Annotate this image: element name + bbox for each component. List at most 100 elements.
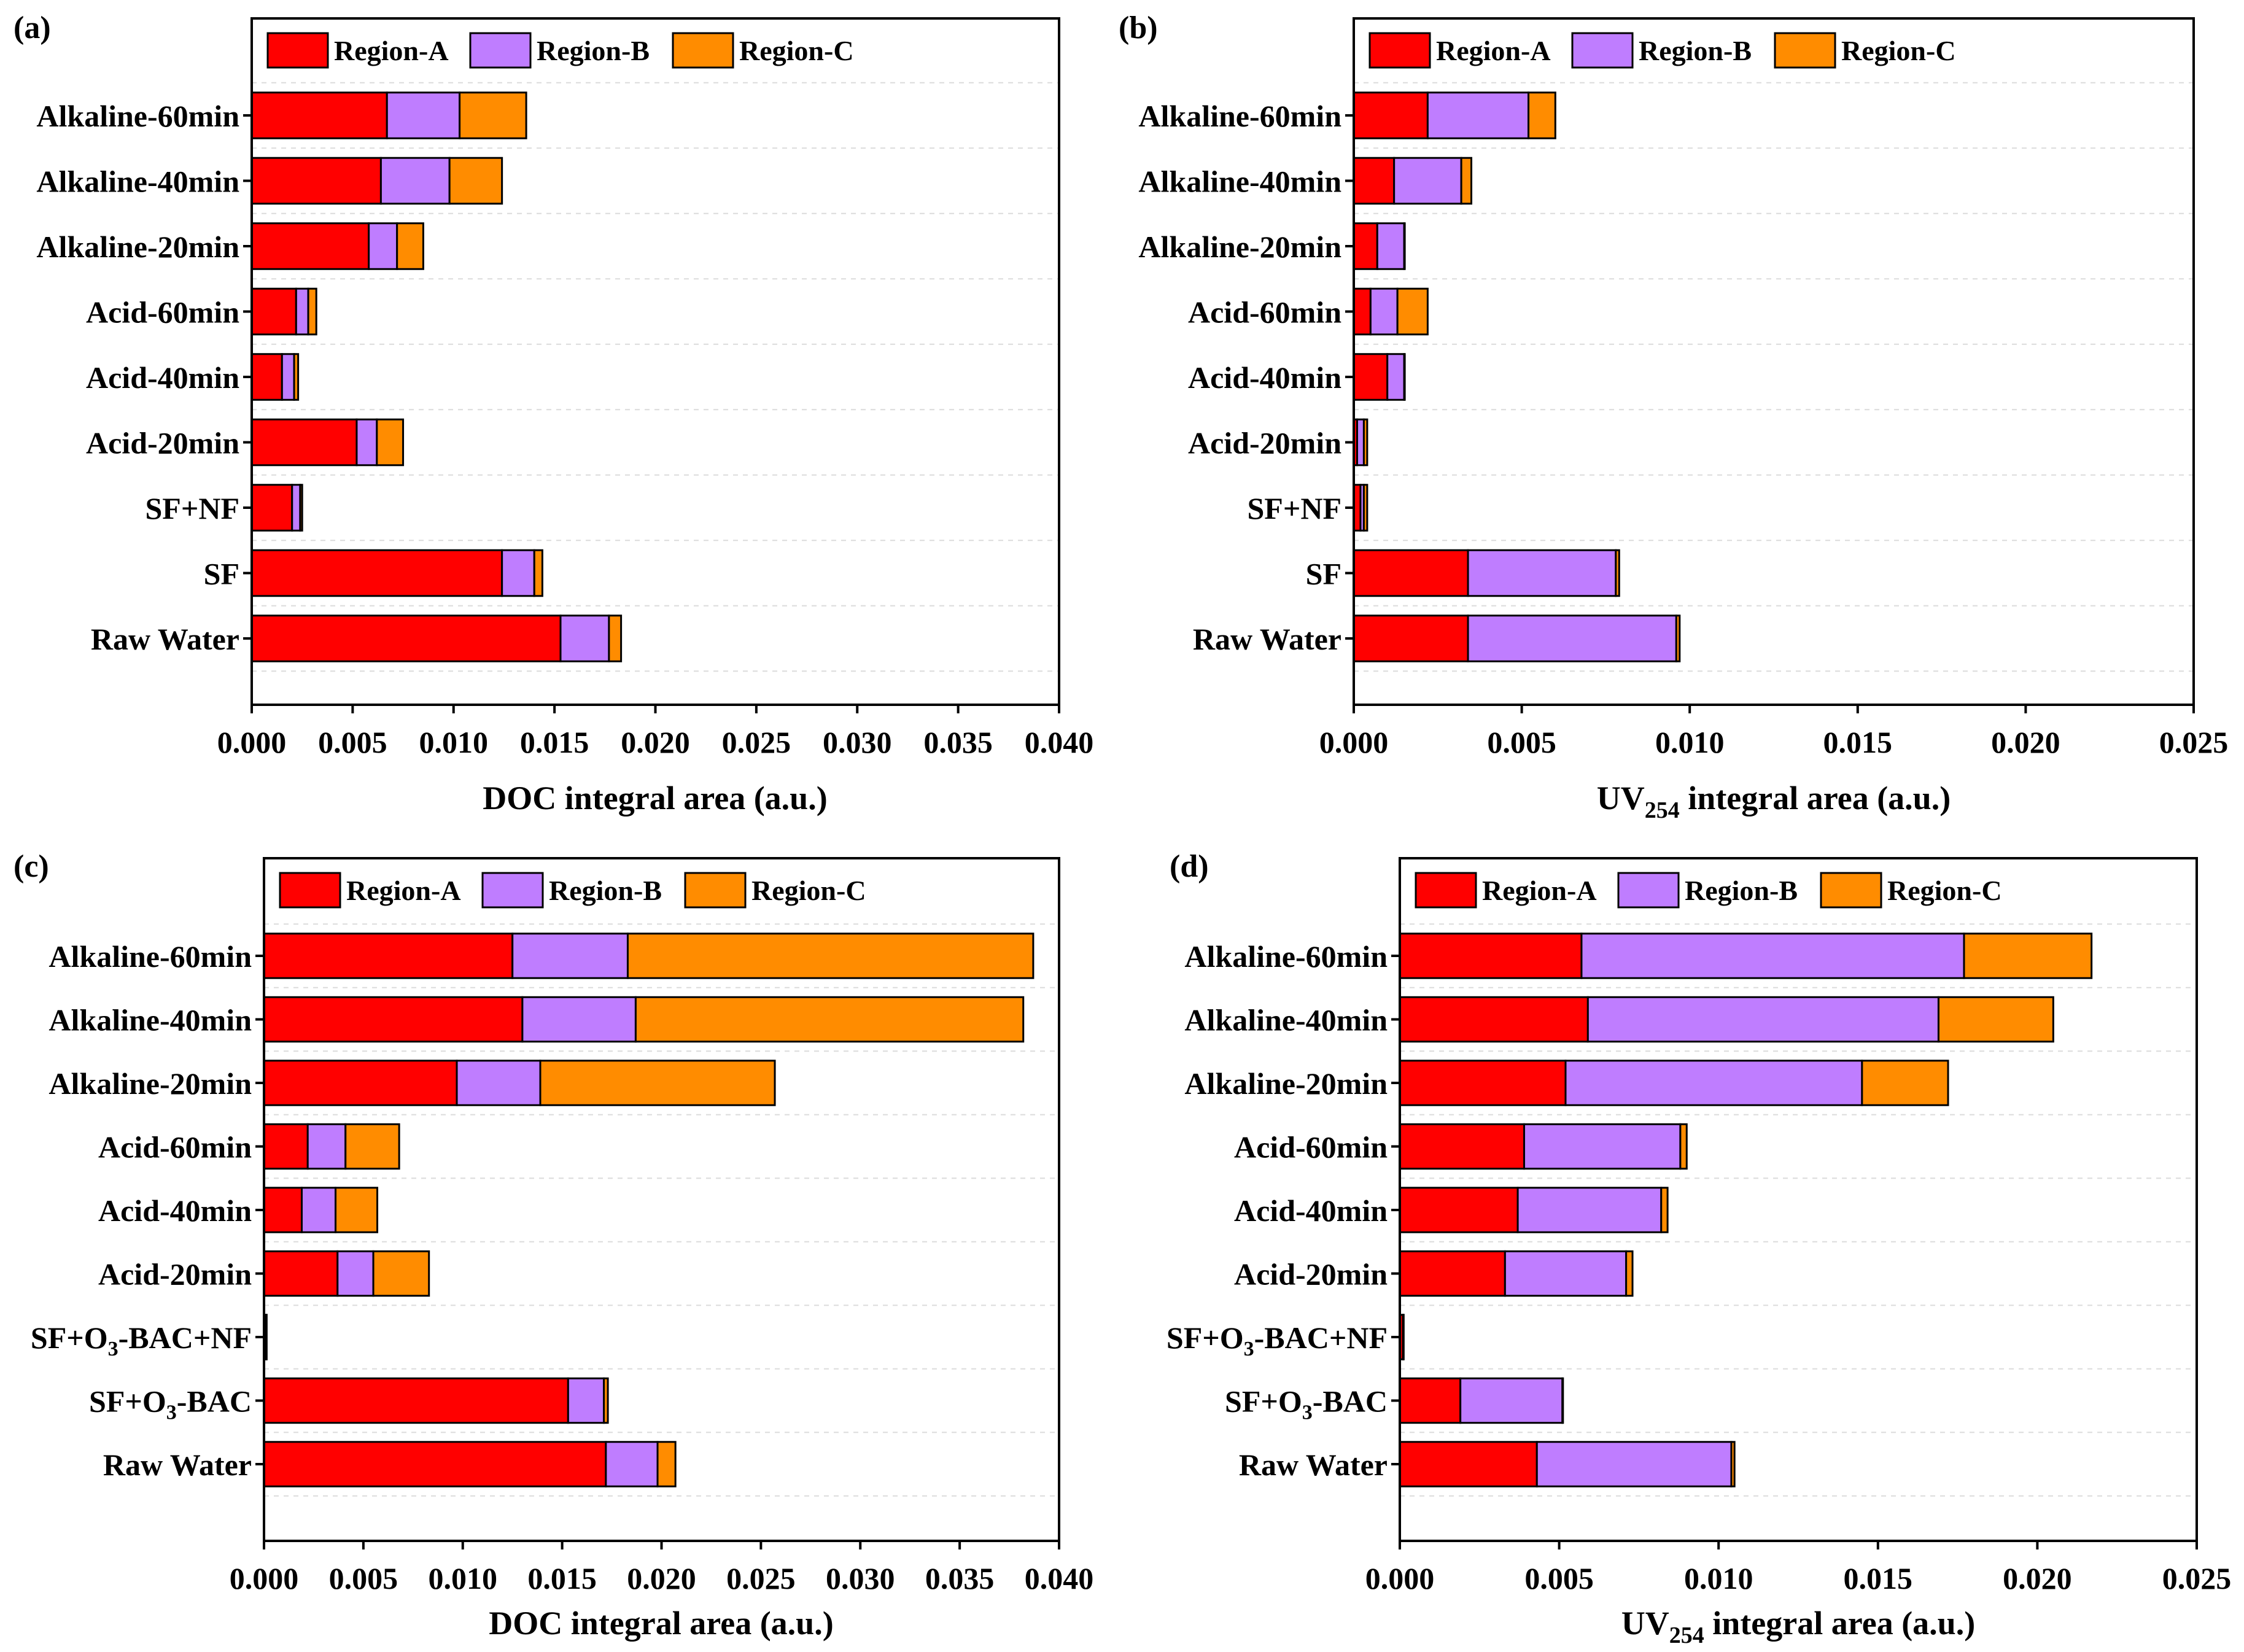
bar-region-b-alkaline-20min xyxy=(368,222,398,270)
legend-swatch-region-c xyxy=(684,872,747,909)
category-label: Alkaline-40min xyxy=(49,1003,252,1037)
legend-label-region-b: Region-B xyxy=(537,35,650,66)
x-tick-label: 0.015 xyxy=(1823,725,1893,759)
bar-region-b-acid-20min xyxy=(336,1250,375,1297)
bar-region-a-acid-60min xyxy=(263,1123,309,1170)
bar-region-c-acid-60min xyxy=(1396,287,1429,336)
x-tick-label: 0.010 xyxy=(419,725,489,759)
x-tick-label: 0.040 xyxy=(1025,725,1094,759)
panel-label: (d) xyxy=(1170,849,1209,884)
bar-region-a-alkaline-40min xyxy=(250,157,382,205)
bar-region-b-acid-60min xyxy=(1369,287,1399,336)
bar-region-b-acid-40min xyxy=(281,353,295,401)
legend: Region-A Region-B Region-C xyxy=(266,32,854,69)
bar-region-a-acid-40min xyxy=(1353,353,1389,401)
bar-region-b-sf xyxy=(1467,549,1617,597)
plot-frame xyxy=(1353,17,2195,706)
category-label: SF xyxy=(1306,557,1341,591)
legend-label-region-a: Region-A xyxy=(1436,35,1551,66)
bar-region-b-alkaline-40min xyxy=(379,157,451,205)
bar-region-a-acid-60min xyxy=(1353,287,1372,336)
legend-swatch-region-a xyxy=(1415,872,1477,909)
bar-region-c-raw-water xyxy=(608,615,623,662)
bar-region-a-acid-20min xyxy=(250,418,358,467)
bar-region-c-acid-20min xyxy=(1625,1250,1634,1297)
x-tick-label: 0.020 xyxy=(1991,725,2060,759)
bar-region-b-sf-nf xyxy=(291,484,301,532)
legend-label-region-a: Region-A xyxy=(1482,875,1597,906)
category-label: Acid-60min xyxy=(98,1130,252,1165)
panel-d: Raw Water SF+O3-BAC SF+O3-BAC+NF Acid-20min… xyxy=(1167,849,2231,1648)
legend-label-region-c: Region-C xyxy=(739,35,854,66)
category-label: SF+NF xyxy=(146,491,240,525)
bar-region-c-alkaline-60min xyxy=(459,91,527,139)
bar-region-a-alkaline-60min xyxy=(250,91,388,139)
bar-region-c-sf-o-bac xyxy=(603,1377,609,1424)
category-label: Acid-60min xyxy=(86,295,239,330)
category-label: Acid-40min xyxy=(1234,1193,1388,1228)
bar-region-b-acid-60min xyxy=(1523,1123,1682,1170)
category-label: Acid-40min xyxy=(98,1193,252,1228)
category-label: Alkaline-20min xyxy=(36,230,239,264)
legend: Region-A Region-B Region-C xyxy=(1415,872,2002,909)
bar-region-b-alkaline-40min xyxy=(1393,157,1462,205)
x-tick-label: 0.010 xyxy=(429,1561,498,1596)
x-axis-label: UV254 integral area (a.u.) xyxy=(1621,1605,1975,1648)
bar-region-a-alkaline-40min xyxy=(1353,157,1396,205)
x-tick-label: 0.035 xyxy=(925,1561,995,1596)
x-tick-label: 0.000 xyxy=(1319,725,1389,759)
x-tick-label: 0.015 xyxy=(520,725,589,759)
x-tick-label: 0.000 xyxy=(230,1561,299,1596)
legend-swatch-region-a xyxy=(1369,32,1431,69)
category-label: Alkaline-20min xyxy=(1138,230,1341,264)
category-label: Raw Water xyxy=(91,622,239,656)
category-label: SF+O3-BAC xyxy=(1225,1384,1388,1424)
bar-region-c-acid-20min xyxy=(372,1250,430,1297)
category-label: Acid-40min xyxy=(86,360,239,395)
category-label: Alkaline-60min xyxy=(1184,939,1388,974)
x-tick-label: 0.035 xyxy=(923,725,993,759)
legend-label-region-c: Region-C xyxy=(1887,875,2002,906)
category-label: Alkaline-60min xyxy=(1138,99,1341,133)
x-tick-label: 0.025 xyxy=(2159,725,2229,759)
bar-region-c-sf xyxy=(533,549,543,597)
legend-swatch-region-c xyxy=(1774,32,1836,69)
bar-region-a-acid-40min xyxy=(250,353,283,401)
bar-region-b-raw-water xyxy=(559,615,610,662)
bar-region-a-acid-60min xyxy=(1399,1123,1525,1170)
panel-label: (c) xyxy=(14,849,49,884)
bar-region-b-alkaline-40min xyxy=(521,996,637,1043)
bar-region-c-acid-60min xyxy=(344,1123,400,1170)
bar-region-a-acid-40min xyxy=(263,1187,303,1233)
bar-region-c-acid-40min xyxy=(1403,353,1406,401)
bar-region-a-alkaline-20min xyxy=(263,1060,458,1106)
category-label: Alkaline-60min xyxy=(36,99,239,133)
bar-region-a-acid-60min xyxy=(250,287,297,336)
x-tick-label: 0.020 xyxy=(2003,1561,2072,1596)
category-label: Alkaline-20min xyxy=(1184,1066,1388,1101)
category-label: Acid-20min xyxy=(86,426,239,460)
x-axis-label: DOC integral area (a.u.) xyxy=(483,780,827,816)
category-label: Raw Water xyxy=(1239,1448,1388,1482)
x-tick-label: 0.020 xyxy=(621,725,690,759)
x-axis-label: UV254 integral area (a.u.) xyxy=(1597,780,1951,823)
legend-swatch-region-b xyxy=(1571,32,1634,69)
bar-region-b-sf xyxy=(501,549,535,597)
category-label: Acid-20min xyxy=(1188,426,1341,460)
legend-swatch-region-c xyxy=(1820,872,1882,909)
x-tick-label: 0.015 xyxy=(527,1561,597,1596)
bar-region-c-acid-40min xyxy=(1660,1187,1669,1233)
category-label: Acid-20min xyxy=(1234,1257,1388,1292)
x-tick-label: 0.005 xyxy=(1487,725,1556,759)
bar-region-a-sf xyxy=(1353,549,1469,597)
bar-region-c-alkaline-60min xyxy=(1528,91,1556,139)
bar-region-a-alkaline-40min xyxy=(263,996,524,1043)
bar-region-c-acid-40min xyxy=(293,353,300,401)
x-tick-label: 0.005 xyxy=(318,725,387,759)
bar-region-c-sf-nf xyxy=(1362,484,1369,532)
legend-label-region-a: Region-A xyxy=(334,35,449,66)
category-label: SF+NF xyxy=(1248,491,1342,525)
panel-a: Raw Water SF SF+NF Acid-20min Acid-40min Acid… xyxy=(14,10,1093,816)
bar-region-b-alkaline-60min xyxy=(1426,91,1530,139)
